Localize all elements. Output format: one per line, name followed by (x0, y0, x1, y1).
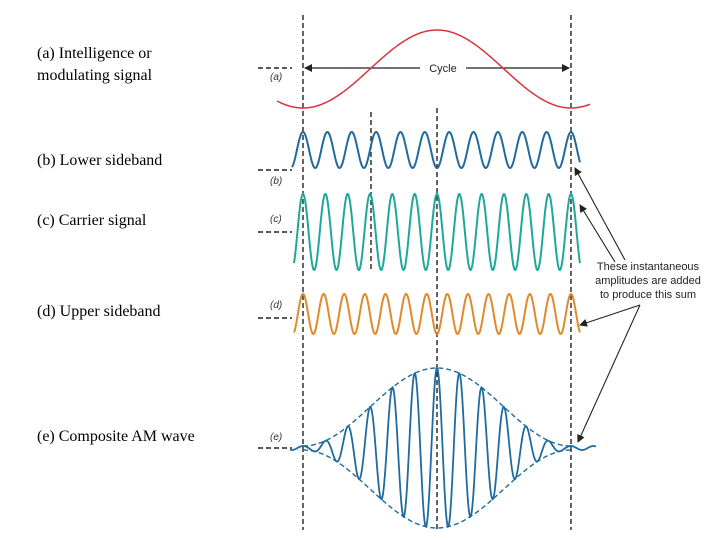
annotation: These instantaneous (597, 261, 700, 273)
arrow (579, 204, 616, 263)
arrow (579, 304, 641, 327)
panel-label: (c) Carrier signal (37, 212, 147, 229)
modulating-wave (276, 29, 591, 109)
panel-tag: (d) (270, 300, 282, 311)
annotation: to produce this sum (600, 289, 696, 301)
envelope (303, 367, 571, 447)
annotation: amplitudes are added (595, 275, 701, 287)
panel-tag: (c) (270, 214, 282, 225)
arrow (574, 167, 626, 261)
lower-sideband (291, 130, 581, 170)
waves (276, 29, 597, 529)
composite-wave (289, 366, 597, 529)
panel-label: (e) Composite AM wave (37, 428, 195, 445)
panel-label: modulating signal (37, 67, 153, 84)
arrow (577, 304, 641, 443)
envelope (303, 449, 571, 529)
panel-tag: (a) (270, 72, 282, 83)
panel-label: (a) Intelligence or (37, 45, 152, 62)
panel-label: (b) Lower sideband (37, 152, 162, 169)
panel-tag: (e) (270, 432, 282, 443)
labels: (a) Intelligence or modulating signal (a) (… (37, 45, 292, 449)
cycle-label-bg (420, 60, 466, 76)
carrier-wave (293, 192, 581, 272)
cycle-label: Cycle (429, 63, 457, 75)
upper-sideband (293, 292, 581, 336)
panel-tag: (b) (270, 176, 282, 187)
panel-label: (d) Upper sideband (37, 303, 161, 320)
